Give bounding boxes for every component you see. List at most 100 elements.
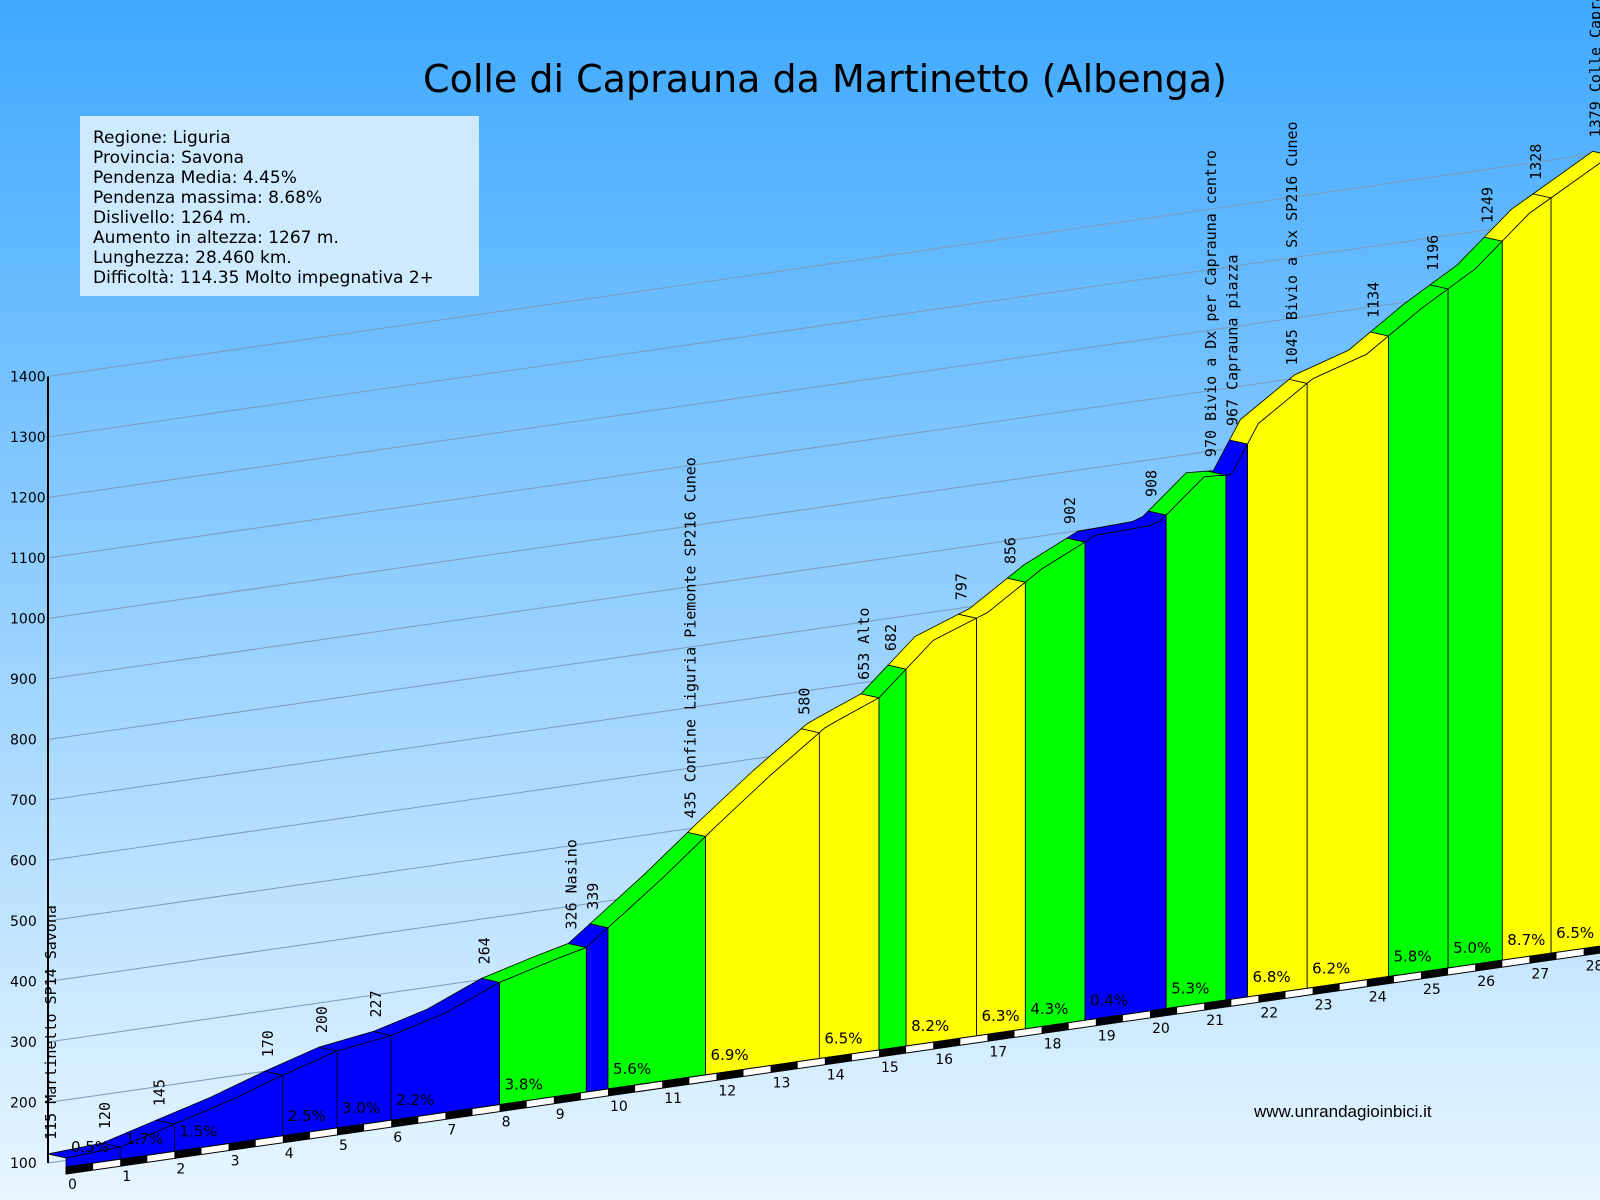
- profile-segment: [686, 728, 821, 1076]
- x-tick-label: 1: [122, 1169, 131, 1185]
- gradient-label: 8.7%: [1507, 931, 1545, 949]
- y-tick-label: 1200: [10, 491, 46, 507]
- gradient-label: 0.4%: [1090, 991, 1128, 1009]
- segment-front-face: [878, 668, 907, 1051]
- grid-line: [47, 273, 1600, 498]
- altitude-annotation: 580: [795, 688, 813, 715]
- info-max-gradient: Pendenza massima: 8.68%: [93, 188, 322, 208]
- info-altitude-increase: Aumento in altezza: 1267 m.: [93, 228, 339, 248]
- x-tick-label: 22: [1260, 1005, 1278, 1021]
- altitude-annotation: 967 Caprauna piazza: [1224, 254, 1242, 426]
- gradient-label: 6.9%: [711, 1046, 749, 1064]
- gradient-label: 5.3%: [1171, 980, 1209, 998]
- info-elevation-gain: Dislivello: 1264 m.: [93, 208, 251, 228]
- segment-front-face: [1447, 240, 1503, 969]
- x-tick-label: 23: [1315, 997, 1333, 1013]
- x-tick-label: 26: [1477, 974, 1495, 990]
- road-dash: [933, 1038, 961, 1050]
- profile-segment: [567, 923, 609, 1093]
- x-tick-label: 17: [989, 1044, 1007, 1060]
- x-tick-label: 13: [773, 1076, 791, 1092]
- altitude-annotation: 1134: [1364, 282, 1382, 318]
- altitude-annotation: 908: [1142, 470, 1160, 497]
- info-difficulty: Difficoltà: 114.35 Molto impegnativa 2+: [93, 268, 434, 288]
- y-tick-label: 100: [10, 1156, 37, 1172]
- road-dash: [1475, 960, 1503, 972]
- gradient-label: 0.5%: [71, 1138, 109, 1156]
- road-dash: [1150, 1007, 1178, 1018]
- altitude-annotation: 264: [476, 937, 494, 964]
- gradient-label: 3.8%: [505, 1076, 543, 1094]
- y-tick-label: 900: [10, 672, 37, 688]
- credit-link[interactable]: www.unrandagioinbici.it: [1253, 1102, 1432, 1121]
- y-tick-label: 300: [10, 1035, 37, 1051]
- road-dash: [1258, 991, 1286, 1003]
- y-tick-label: 500: [10, 914, 37, 930]
- segment-front-face: [1388, 288, 1449, 978]
- x-tick-label: 11: [664, 1091, 682, 1107]
- altitude-annotation: 200: [313, 1006, 331, 1033]
- gradient-label: 5.6%: [613, 1060, 651, 1078]
- segment-front-face: [1501, 197, 1552, 961]
- segment-front-face: [1084, 514, 1167, 1021]
- gradient-label: 6.3%: [982, 1007, 1020, 1025]
- grid-line: [47, 152, 1600, 377]
- info-avg-gradient: Pendenza Media: 4.45%: [93, 168, 297, 188]
- x-tick-label: 27: [1531, 966, 1549, 982]
- altitude-annotation: 326 Nasino: [562, 839, 580, 929]
- gradient-label: 1.7%: [125, 1130, 163, 1148]
- road-dash: [1041, 1022, 1069, 1034]
- road-dash: [1366, 975, 1394, 987]
- x-tick-label: 18: [1044, 1037, 1062, 1053]
- x-tick-label: 9: [556, 1107, 565, 1123]
- road-dash: [824, 1053, 852, 1065]
- x-tick-label: 24: [1369, 990, 1387, 1006]
- altitude-annotation: 682: [882, 624, 900, 651]
- altitude-annotation: 227: [367, 990, 385, 1017]
- y-tick-label: 600: [10, 854, 37, 870]
- y-tick-label: 200: [10, 1096, 37, 1112]
- road-dash: [1421, 967, 1449, 979]
- altitude-annotation: 1196: [1424, 235, 1442, 271]
- profile-segment: [1369, 284, 1450, 978]
- y-tick-label: 700: [10, 793, 37, 809]
- altitude-annotation: 1045 Bivio a Sx SP216 Cuneo: [1283, 121, 1301, 365]
- altitude-annotation: 1379 Colle Caprauna: [1587, 0, 1600, 137]
- y-tick-label: 400: [10, 975, 37, 991]
- segment-front-face: [1024, 541, 1086, 1030]
- gradient-label: 6.2%: [1312, 959, 1350, 977]
- segment-front-face: [818, 697, 880, 1059]
- altitude-annotation: 902: [1061, 497, 1079, 524]
- profile-segment: [957, 577, 1027, 1037]
- altitude-annotation: 435 Confine Liguria Piemonte SP216 Cuneo: [682, 457, 700, 818]
- road-dash: [174, 1147, 202, 1159]
- x-tick-label: 8: [502, 1115, 511, 1131]
- x-tick-label: 15: [881, 1060, 899, 1076]
- x-tick-label: 28: [1586, 958, 1600, 974]
- gradient-labels: 0.5% 1.7% 1.5% 2.5% 3.0% 2.2% 3.8% 5.6% 6.9% 6.5%…: [71, 924, 1594, 1156]
- altitude-annotation: 1328: [1527, 144, 1545, 180]
- gradient-label: 5.8%: [1393, 948, 1431, 966]
- road-dash: [987, 1030, 1015, 1042]
- road-dash: [662, 1077, 690, 1089]
- info-box-background: [80, 116, 479, 296]
- y-tick-label: 1000: [10, 612, 46, 628]
- profile-bands: [47, 150, 1600, 1168]
- altitude-annotation: 653 Alto: [855, 608, 873, 680]
- altitude-annotation: 170: [259, 1030, 277, 1057]
- y-axis: 100 200 300 400 500 600 700 800 900 1000 1100 1200 1…: [10, 370, 49, 1172]
- profile-segment: [1532, 150, 1600, 954]
- altitude-annotation: 1249: [1478, 187, 1496, 223]
- x-tick-label: 14: [827, 1068, 845, 1084]
- x-tick-label: 6: [393, 1130, 402, 1146]
- road-dash: [1583, 946, 1600, 956]
- gradient-label: 4.3%: [1030, 1000, 1068, 1018]
- road-dash: [770, 1061, 798, 1073]
- x-tick-label: 0: [68, 1177, 77, 1193]
- x-tick-label: 12: [718, 1083, 736, 1099]
- gradient-label: 2.5%: [288, 1107, 326, 1125]
- gradient-label: 1.5%: [179, 1122, 217, 1140]
- x-tick-label: 19: [1098, 1029, 1116, 1045]
- road-dash: [391, 1116, 419, 1128]
